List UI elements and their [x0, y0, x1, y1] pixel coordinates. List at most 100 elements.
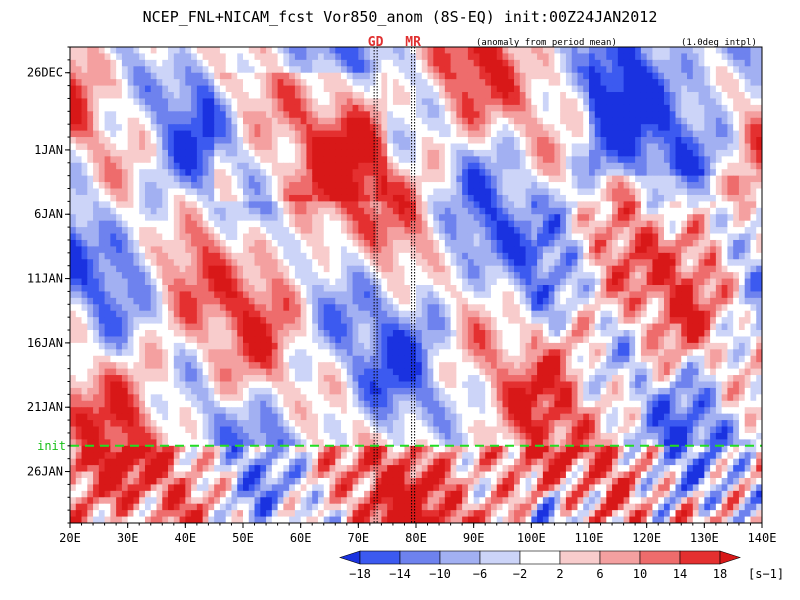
anomaly-cell	[75, 291, 83, 299]
anomaly-cell	[606, 278, 613, 286]
anomaly-cell	[427, 72, 434, 80]
anomaly-cell	[369, 182, 377, 190]
anomaly-cell	[381, 207, 388, 215]
anomaly-cell	[433, 201, 440, 209]
anomaly-cell	[312, 104, 319, 112]
anomaly-cell	[727, 239, 734, 247]
anomaly-cell	[738, 156, 746, 164]
anomaly-cell	[519, 297, 527, 305]
anomaly-cell	[485, 66, 492, 74]
anomaly-cell	[231, 79, 238, 87]
anomaly-cell	[168, 169, 175, 177]
anomaly-cell	[416, 72, 423, 80]
anomaly-cell	[519, 214, 527, 222]
anomaly-cell	[260, 175, 267, 183]
anomaly-cell	[421, 47, 429, 54]
anomaly-cell	[231, 130, 238, 138]
anomaly-cell	[652, 162, 659, 170]
anomaly-cell	[162, 201, 169, 209]
anomaly-cell	[266, 98, 273, 106]
anomaly-cell	[335, 207, 342, 215]
anomaly-cell	[617, 79, 625, 87]
anomaly-cell	[110, 143, 117, 151]
anomaly-cell	[81, 53, 88, 61]
anomaly-cell	[335, 117, 342, 125]
anomaly-cell	[600, 124, 607, 132]
anomaly-cell	[479, 66, 486, 74]
anomaly-cell	[185, 310, 192, 318]
anomaly-cell	[150, 98, 157, 106]
anomaly-cell	[542, 220, 550, 228]
anomaly-cell	[756, 207, 762, 215]
anomaly-cell	[139, 291, 146, 299]
anomaly-cell	[110, 59, 117, 67]
anomaly-cell	[629, 297, 636, 305]
anomaly-cell	[271, 272, 279, 280]
anomaly-cell	[277, 130, 284, 138]
anomaly-cell	[294, 214, 302, 222]
anomaly-cell	[335, 98, 342, 106]
anomaly-cell	[548, 169, 555, 177]
anomaly-cell	[704, 124, 711, 132]
anomaly-cell	[404, 278, 411, 286]
anomaly-cell	[335, 175, 342, 183]
anomaly-cell	[629, 156, 636, 164]
anomaly-cell	[329, 227, 336, 235]
anomaly-cell	[70, 188, 77, 196]
anomaly-cell	[341, 239, 348, 247]
anomaly-cell	[744, 117, 751, 125]
anomaly-cell	[254, 53, 261, 61]
anomaly-cell	[537, 265, 544, 273]
anomaly-cell	[323, 214, 330, 222]
anomaly-cell	[139, 272, 146, 280]
anomaly-cell	[710, 85, 717, 93]
anomaly-cell	[283, 59, 290, 67]
anomaly-cell	[485, 169, 492, 177]
anomaly-cell	[675, 194, 682, 202]
anomaly-cell	[237, 169, 244, 177]
anomaly-cell	[156, 272, 163, 280]
anomaly-cell	[704, 207, 711, 215]
anomaly-cell	[467, 182, 475, 190]
anomaly-cell	[392, 79, 400, 87]
anomaly-cell	[139, 233, 146, 241]
anomaly-cell	[727, 252, 734, 260]
anomaly-cell	[467, 117, 475, 125]
anomaly-cell	[283, 111, 290, 119]
anomaly-cell	[185, 272, 192, 280]
anomaly-cell	[364, 259, 371, 267]
anomaly-cell	[266, 72, 273, 80]
anomaly-cell	[462, 214, 469, 222]
anomaly-cell	[173, 143, 181, 151]
anomaly-cell	[156, 156, 163, 164]
anomaly-cell	[410, 98, 417, 106]
anomaly-cell	[358, 227, 365, 235]
anomaly-cell	[502, 59, 509, 67]
anomaly-cell	[600, 156, 607, 164]
anomaly-cell	[727, 53, 734, 61]
anomaly-cell	[433, 111, 440, 119]
anomaly-cell	[369, 98, 377, 106]
anomaly-cell	[266, 201, 273, 209]
anomaly-cell	[127, 291, 134, 299]
anomaly-cell	[133, 272, 140, 280]
anomaly-cell	[421, 98, 429, 106]
anomaly-cell	[121, 297, 129, 305]
anomaly-cell	[387, 53, 394, 61]
anomaly-cell	[87, 310, 94, 318]
anomaly-cell	[756, 169, 762, 177]
anomaly-cell	[144, 272, 152, 280]
anomaly-cell	[485, 72, 492, 80]
anomaly-cell	[490, 233, 498, 241]
anomaly-cell	[410, 79, 417, 87]
anomaly-cell	[300, 194, 307, 202]
anomaly-cell	[219, 297, 227, 305]
anomaly-cell	[144, 66, 152, 74]
anomaly-cell	[565, 149, 573, 157]
anomaly-cell	[715, 246, 723, 254]
anomaly-cell	[179, 143, 186, 151]
anomaly-cell	[439, 92, 446, 99]
anomaly-cell	[525, 175, 532, 183]
anomaly-cell	[364, 233, 371, 241]
anomaly-cell	[381, 85, 388, 93]
